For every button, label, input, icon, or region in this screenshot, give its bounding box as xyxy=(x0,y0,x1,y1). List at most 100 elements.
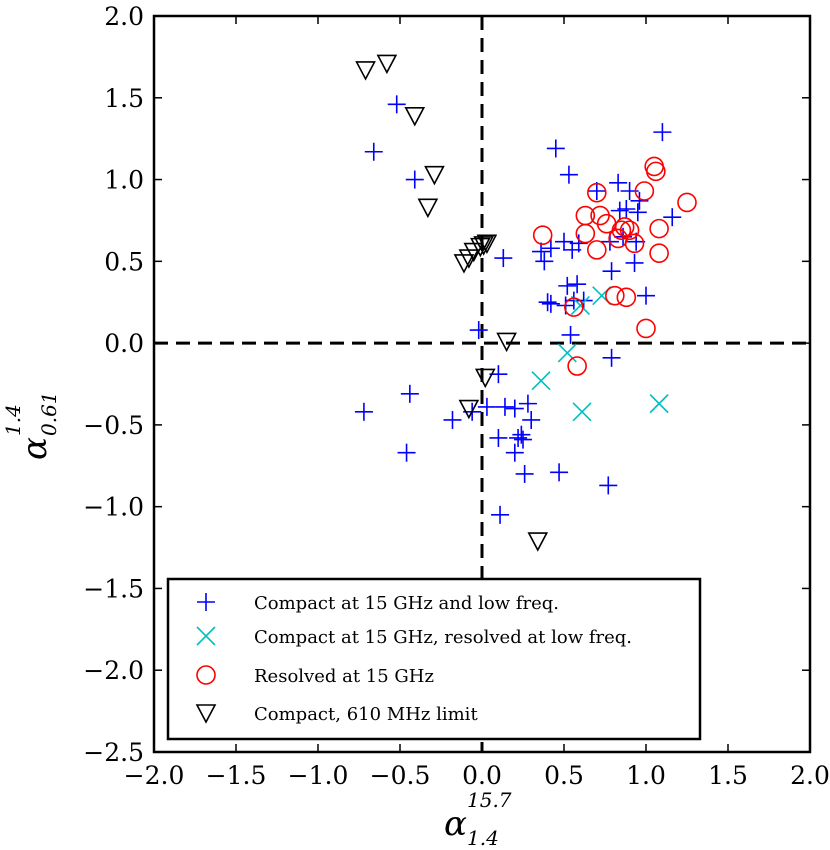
circle-point xyxy=(564,297,584,317)
x-tick-label: 2.0 xyxy=(790,761,830,790)
plus-point xyxy=(489,428,508,447)
legend: Compact at 15 GHz and low freq. Compact … xyxy=(166,577,702,741)
plus-point xyxy=(505,399,524,418)
plus-point xyxy=(495,397,514,416)
x-tick-label: −1.5 xyxy=(206,761,267,790)
plus-point xyxy=(550,463,569,482)
x-point xyxy=(572,402,592,422)
legend-box xyxy=(166,577,702,741)
plus-point xyxy=(494,249,513,268)
plus-point xyxy=(599,476,618,495)
x-point xyxy=(557,343,577,363)
plus-point xyxy=(477,397,496,416)
x-tick-label: 1.0 xyxy=(626,761,666,790)
y-axis-label-sup: 1.4 xyxy=(1,404,25,436)
plus-point xyxy=(514,430,532,449)
circle-point xyxy=(614,217,635,237)
plus-point xyxy=(515,464,534,483)
plus-point xyxy=(535,252,554,271)
circle-point xyxy=(649,243,669,263)
legend-marker-glyph xyxy=(196,626,216,646)
x-tick-label: 1.5 xyxy=(708,761,748,790)
legend-marker-glyph xyxy=(197,593,215,611)
y-axis-label-sub: 0.61 xyxy=(37,391,61,436)
y-tick-label: 1.0 xyxy=(104,166,144,195)
circle-point xyxy=(616,287,637,308)
plus-point xyxy=(558,276,577,295)
plus-point xyxy=(522,410,541,429)
plus-point xyxy=(546,139,565,158)
triangle-point xyxy=(473,236,494,256)
triangle-point xyxy=(476,234,498,255)
x-point xyxy=(570,295,590,316)
y-axis-label: α 1.4 0.61 xyxy=(1,391,61,460)
plus-point xyxy=(443,410,462,429)
x-tick-label: −2.0 xyxy=(124,761,185,790)
circle-point xyxy=(619,220,640,241)
x-point xyxy=(649,394,669,414)
plus-point xyxy=(568,275,587,294)
y-tick-label: −1.0 xyxy=(83,493,144,522)
plus-point xyxy=(625,253,644,272)
legend-entry-compact-resolved-low: Compact at 15 GHz, resolved at low freq. xyxy=(196,626,632,648)
legend-entry-resolved: Resolved at 15 GHz xyxy=(196,665,434,687)
legend-label: Compact, 610 MHz limit xyxy=(254,704,478,725)
legend-label: Compact at 15 GHz and low freq. xyxy=(254,593,559,614)
triangle-point xyxy=(376,54,398,75)
plus-point xyxy=(609,173,628,192)
triangle-point xyxy=(474,368,496,389)
plus-point xyxy=(400,384,419,403)
plus-point xyxy=(559,165,578,184)
y-tick-label: 2.0 xyxy=(104,2,144,31)
x-tick-label: −1.0 xyxy=(288,761,349,790)
plus-point xyxy=(555,232,573,251)
plus-point xyxy=(518,394,537,413)
plus-point xyxy=(602,348,621,367)
plus-point xyxy=(512,425,531,444)
circle-point xyxy=(634,181,655,201)
plus-point xyxy=(538,293,557,312)
circle-point xyxy=(575,223,596,244)
x-tick-label: 0.0 xyxy=(462,761,502,790)
plus-point xyxy=(637,286,655,305)
x-point xyxy=(531,371,551,391)
legend-marker-glyph xyxy=(195,704,217,724)
plus-point xyxy=(505,443,524,462)
x-tick-label: −0.5 xyxy=(370,761,431,790)
circle-point xyxy=(636,318,656,339)
plus-point xyxy=(630,191,649,210)
plus-point xyxy=(563,240,582,259)
triangle-point xyxy=(417,198,439,219)
plus-point xyxy=(617,199,636,218)
circle-point xyxy=(646,161,666,182)
legend-marker-glyph xyxy=(196,665,216,685)
x-axis-label: α 15.7 1.4 xyxy=(444,788,512,850)
circle-point xyxy=(567,356,587,376)
legend-label: Compact at 15 GHz, resolved at low freq. xyxy=(254,627,632,648)
plus-point xyxy=(663,208,682,227)
circle-point xyxy=(624,233,645,254)
plus-point xyxy=(653,123,672,142)
triangle-point xyxy=(527,532,549,552)
x-axis-label-sup: 15.7 xyxy=(467,788,512,812)
plus-point xyxy=(532,242,551,261)
triangle-point xyxy=(496,332,517,353)
legend-entry-compact-both: Compact at 15 GHz and low freq. xyxy=(197,593,559,614)
legend-marker-triangle xyxy=(195,704,217,724)
plus-point xyxy=(541,294,560,313)
legend-marker-plus xyxy=(197,593,215,611)
plus-point xyxy=(397,443,416,462)
x-axis-label-base: α xyxy=(444,804,467,844)
plus-point xyxy=(602,262,621,281)
axis-ticks xyxy=(153,15,811,753)
y-tick-label: 0.0 xyxy=(104,329,144,358)
tick-labels: −2.0 −1.5 −1.0 −0.5 0.0 0.5 1.0 1.5 2.0 2.0 1.5 1.0… xyxy=(83,2,830,790)
data-points xyxy=(354,54,697,552)
circle-point xyxy=(677,192,697,213)
circle-point xyxy=(611,220,632,241)
legend-label: Resolved at 15 GHz xyxy=(254,666,434,687)
plus-point xyxy=(364,142,383,161)
triangle-point xyxy=(404,106,426,127)
triangle-point xyxy=(424,165,445,186)
